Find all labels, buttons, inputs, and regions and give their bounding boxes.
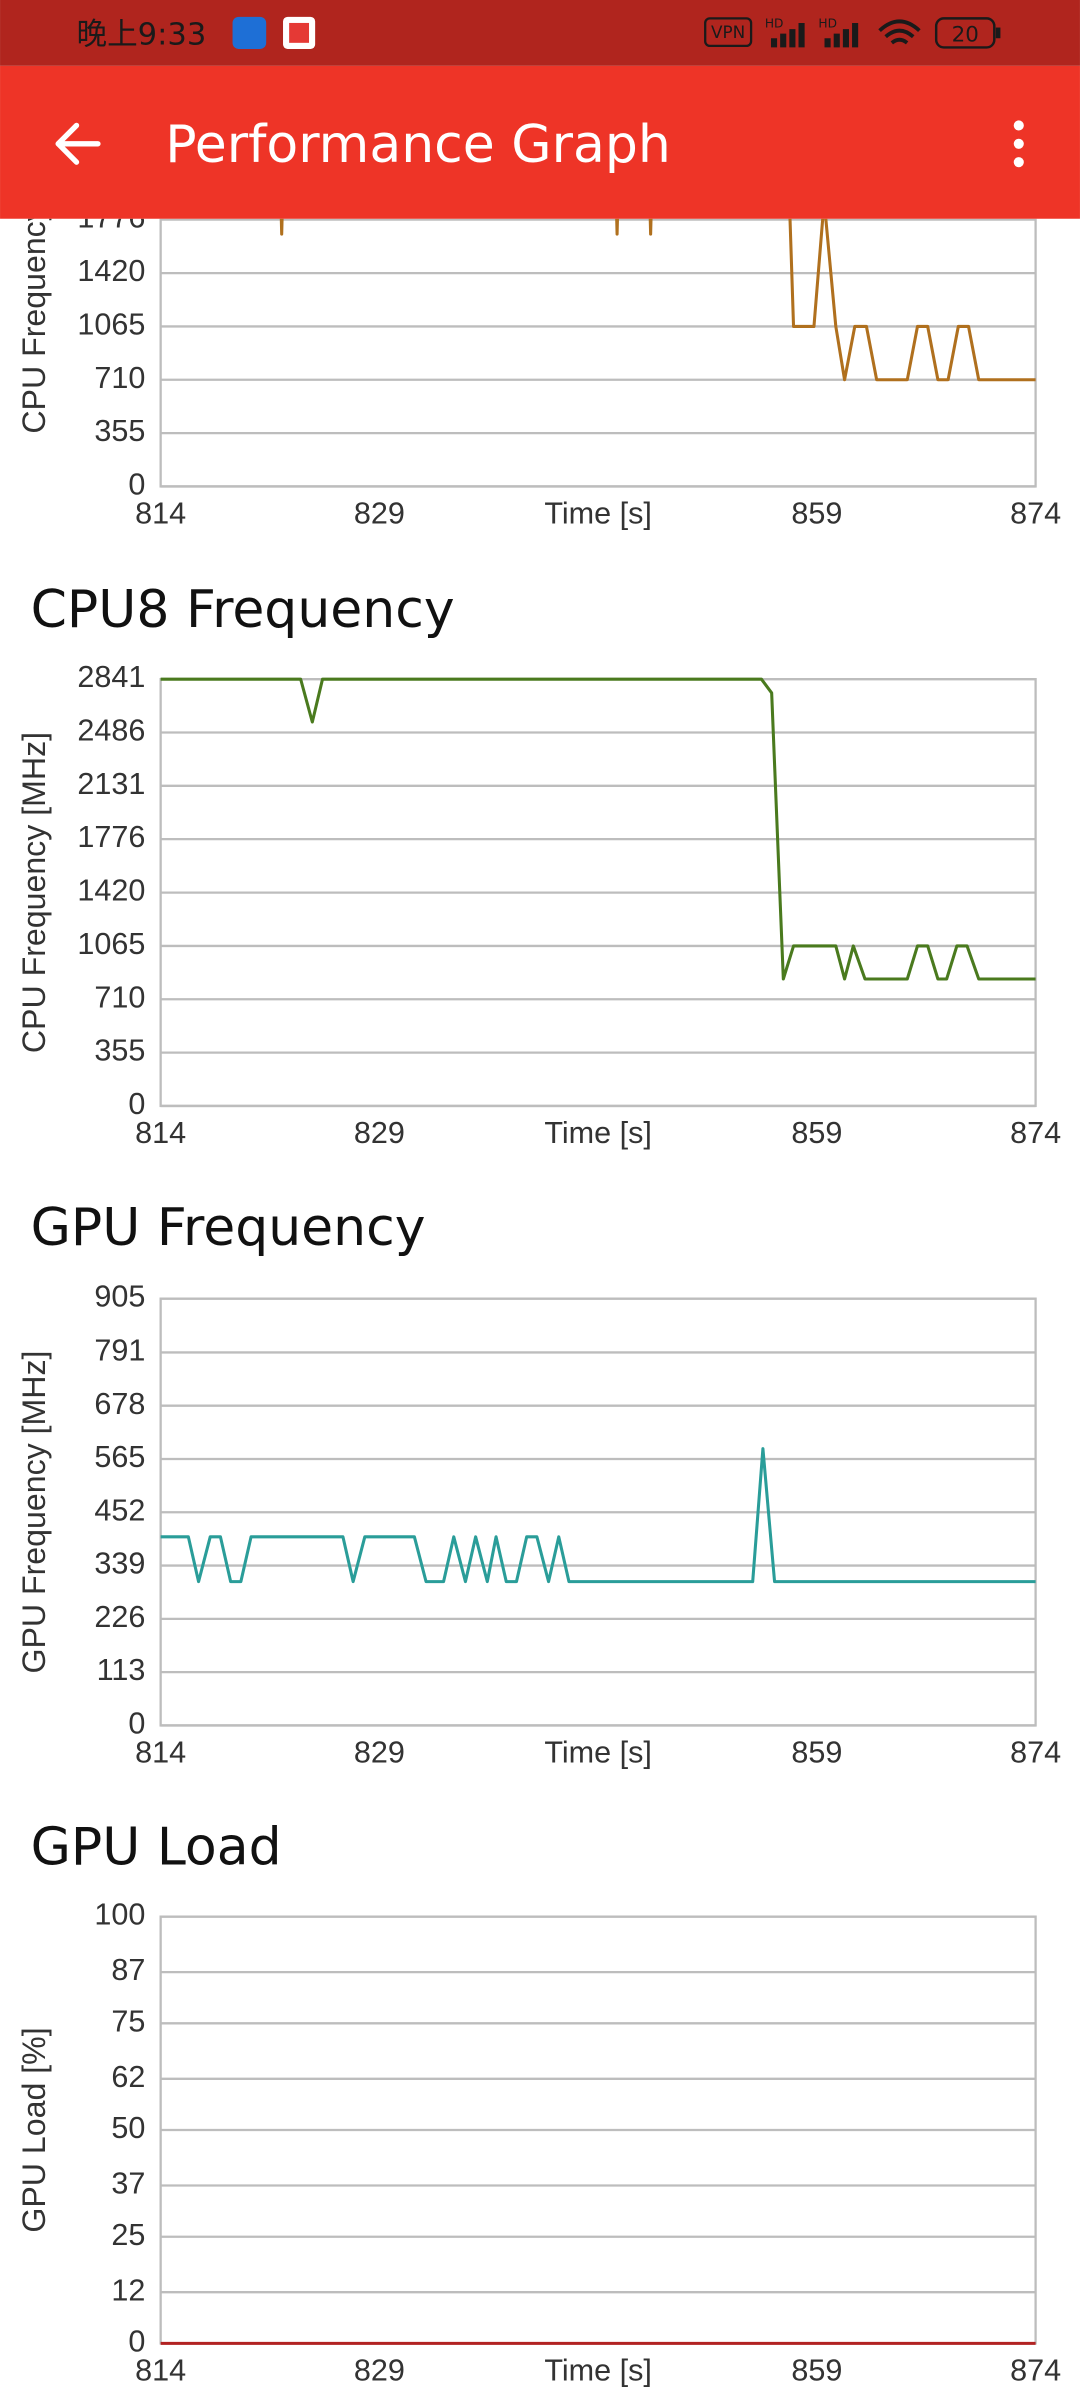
x-tick-label: Time [s] — [544, 2354, 652, 2388]
x-tick-label: 829 — [354, 1736, 405, 1770]
x-tick-label: 814 — [135, 497, 186, 531]
y-tick-label: 12 — [111, 2273, 145, 2307]
x-tick-label: 874 — [1010, 2354, 1061, 2388]
y-tick-label: 2486 — [77, 714, 145, 748]
y-tick-label: 565 — [94, 1440, 145, 1474]
y-tick-label: 791 — [94, 1333, 145, 1367]
x-tick-label: 859 — [791, 2354, 842, 2388]
y-tick-label: 100 — [94, 1898, 145, 1932]
y-tick-label: 905 — [94, 1280, 145, 1314]
vpn-label: VPN — [711, 22, 745, 42]
y-axis-label: CPU Frequency [MHz] — [16, 732, 52, 1053]
y-tick-label: 50 — [111, 2111, 145, 2145]
y-tick-label: 25 — [111, 2218, 145, 2252]
status-time: 晚上9:33 — [77, 17, 207, 52]
x-tick-label: 859 — [791, 1736, 842, 1770]
x-tick-label: Time [s] — [544, 497, 652, 531]
plot-frame — [159, 1297, 1037, 1727]
y-tick-label: 1420 — [77, 254, 145, 288]
y-tick-label: 355 — [94, 1034, 145, 1068]
y-tick-label: 2131 — [77, 767, 145, 801]
status-bar — [0, 0, 1080, 66]
y-tick-label: 452 — [94, 1493, 145, 1527]
y-tick-label: 75 — [111, 2004, 145, 2038]
app-title: Performance Graph — [165, 115, 671, 175]
x-tick-label: 814 — [135, 1736, 186, 1770]
vpn-box — [704, 17, 753, 48]
menu-button[interactable] — [1013, 120, 1024, 168]
y-tick-label: 678 — [94, 1387, 145, 1421]
y-tick-label: 226 — [94, 1600, 145, 1634]
signal — [770, 22, 805, 48]
y-tick-label: 0 — [128, 1087, 145, 1121]
signal — [824, 22, 859, 48]
app-bar — [0, 65, 1080, 219]
x-tick-label: 874 — [1010, 497, 1061, 531]
battery-level: 20 — [952, 22, 979, 47]
x-tick-label: 874 — [1010, 1116, 1061, 1150]
chart-title: GPU Frequency — [31, 1198, 426, 1258]
y-tick-label: 113 — [97, 1653, 146, 1687]
back-arrow[interactable] — [55, 122, 101, 165]
y-tick-label: 1420 — [77, 874, 145, 908]
y-axis-label: GPU Load [%] — [16, 2027, 52, 2232]
x-tick-label: 829 — [354, 1116, 405, 1150]
menu-dot[interactable] — [1013, 138, 1024, 149]
app-icon-inner — [289, 22, 310, 43]
wifi — [878, 19, 921, 45]
x-tick-label: Time [s] — [544, 1736, 652, 1770]
y-tick-label: 339 — [94, 1547, 145, 1581]
x-tick-label: Time [s] — [544, 1116, 652, 1150]
x-tick-label: 874 — [1010, 1736, 1061, 1770]
y-tick-label: 355 — [94, 414, 145, 448]
x-tick-label: 814 — [135, 2354, 186, 2388]
y-tick-label: 0 — [128, 468, 145, 502]
y-tick-label: 62 — [111, 2060, 145, 2094]
x-tick-label: 814 — [135, 1116, 186, 1150]
menu-dot[interactable] — [1013, 157, 1024, 168]
y-tick-label: 1065 — [77, 308, 145, 342]
y-tick-label: 2841 — [77, 660, 145, 694]
x-tick-label: 829 — [354, 2354, 405, 2388]
y-tick-label: 1065 — [77, 927, 145, 961]
back-button[interactable] — [55, 122, 101, 165]
x-tick-label: 829 — [354, 497, 405, 531]
data-line — [160, 1447, 1036, 1584]
y-tick-label: 0 — [128, 1707, 145, 1741]
battery-cap — [995, 27, 1001, 39]
x-tick-label: 859 — [791, 497, 842, 531]
y-tick-label: 710 — [94, 361, 145, 395]
y-tick-label: 1776 — [77, 820, 145, 854]
y-tick-label: 37 — [111, 2167, 145, 2201]
network-label: HD — [765, 17, 784, 31]
menu-dot[interactable] — [1013, 120, 1024, 131]
y-axis-label: GPU Frequency [MHz] — [16, 1351, 52, 1674]
chart-title: GPU Load — [31, 1818, 282, 1878]
app-icon — [232, 16, 267, 49]
y-tick-label: 710 — [94, 980, 145, 1014]
y-tick-label: 87 — [111, 1953, 145, 1987]
network-label: HD — [818, 17, 837, 31]
chart-title: CPU8 Frequency — [31, 580, 455, 640]
data-line — [160, 677, 1036, 981]
battery — [934, 17, 996, 49]
y-tick-label: 0 — [128, 2324, 145, 2358]
x-tick-label: 859 — [791, 1116, 842, 1150]
